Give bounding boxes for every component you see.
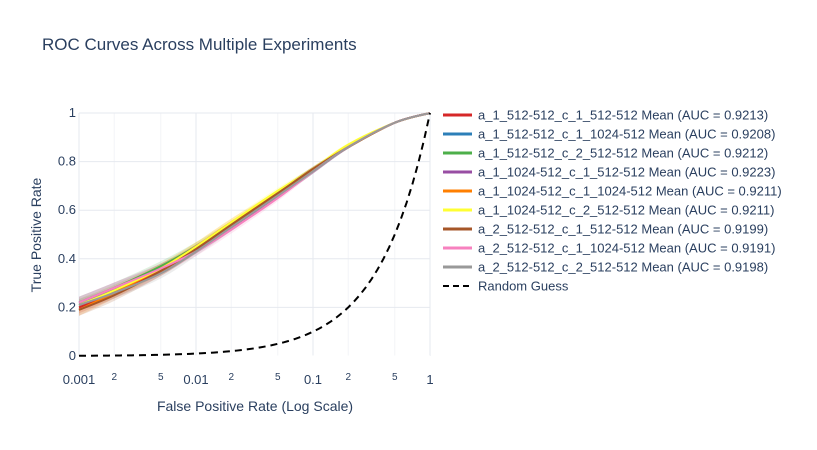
y-tick-label: 0.6	[58, 202, 76, 217]
chart-title: ROC Curves Across Multiple Experiments	[42, 35, 357, 54]
x-tick-label: 2	[228, 372, 234, 383]
x-tick-label: 0.001	[63, 372, 96, 387]
x-axis-ticks: 0.001 2 5 0.01 2 5 0.1 2 5 1	[63, 372, 434, 387]
legend-item: a_2_512-512_c_1_512-512 Mean (AUC = 0.91…	[443, 222, 768, 237]
random-guess-curve	[78, 112, 431, 357]
x-axis-label: False Positive Rate (Log Scale)	[157, 398, 353, 414]
legend-item: a_1_1024-512_c_2_512-512 Mean (AUC = 0.9…	[443, 203, 774, 218]
y-tick-label: 0.4	[58, 251, 76, 266]
y-tick-label: 0	[69, 348, 76, 363]
legend-label: Random Guess	[478, 279, 569, 294]
x-tick-label: 0.01	[183, 372, 208, 387]
legend-item: a_2_512-512_c_1_1024-512 Mean (AUC = 0.9…	[443, 241, 775, 256]
legend-item: a_1_512-512_c_2_512-512 Mean (AUC = 0.92…	[443, 146, 768, 161]
legend-label: a_1_1024-512_c_1_512-512 Mean (AUC = 0.9…	[478, 165, 775, 180]
x-tick-label: 5	[392, 372, 398, 383]
legend-item: a_1_1024-512_c_1_1024-512 Mean (AUC = 0.…	[443, 184, 782, 199]
grid	[78, 112, 431, 357]
legend-item: a_1_512-512_c_1_1024-512 Mean (AUC = 0.9…	[443, 127, 775, 142]
y-tick-label: 0.8	[58, 154, 76, 169]
legend-label: a_1_1024-512_c_2_512-512 Mean (AUC = 0.9…	[478, 203, 774, 218]
series-line	[78, 112, 431, 306]
series-band	[79, 113, 430, 311]
random-guess-line	[78, 112, 431, 357]
legend-label: a_2_512-512_c_2_512-512 Mean (AUC = 0.91…	[478, 260, 768, 275]
x-tick-label: 5	[275, 372, 281, 383]
legend-label: a_1_512-512_c_1_512-512 Mean (AUC = 0.92…	[478, 108, 768, 123]
legend-label: a_1_512-512_c_2_512-512 Mean (AUC = 0.92…	[478, 146, 768, 161]
y-axis-ticks: 0 0.2 0.4 0.6 0.8 1	[58, 105, 76, 363]
y-tick-label: 0.2	[58, 299, 76, 314]
legend-label: a_1_1024-512_c_1_1024-512 Mean (AUC = 0.…	[478, 184, 782, 199]
legend-item: a_1_1024-512_c_1_512-512 Mean (AUC = 0.9…	[443, 165, 775, 180]
y-axis-label: True Positive Rate	[28, 177, 44, 292]
x-tick-label: 2	[345, 372, 351, 383]
legend-item: Random Guess	[443, 279, 569, 294]
legend-label: a_2_512-512_c_1_512-512 Mean (AUC = 0.91…	[478, 222, 768, 237]
x-tick-label: 2	[111, 372, 117, 383]
legend-label: a_1_512-512_c_1_1024-512 Mean (AUC = 0.9…	[478, 127, 775, 142]
x-tick-label: 0.1	[304, 372, 322, 387]
legend-item: a_1_512-512_c_1_512-512 Mean (AUC = 0.92…	[443, 108, 768, 123]
legend-item: a_2_512-512_c_2_512-512 Mean (AUC = 0.91…	[443, 260, 768, 275]
x-tick-label: 5	[158, 372, 164, 383]
legend-label: a_2_512-512_c_1_1024-512 Mean (AUC = 0.9…	[478, 241, 775, 256]
series-line	[78, 112, 431, 306]
y-tick-label: 1	[69, 105, 76, 120]
legend: a_1_512-512_c_1_512-512 Mean (AUC = 0.92…	[443, 108, 782, 294]
x-tick-label: 1	[426, 372, 433, 387]
series-lines	[78, 112, 431, 311]
